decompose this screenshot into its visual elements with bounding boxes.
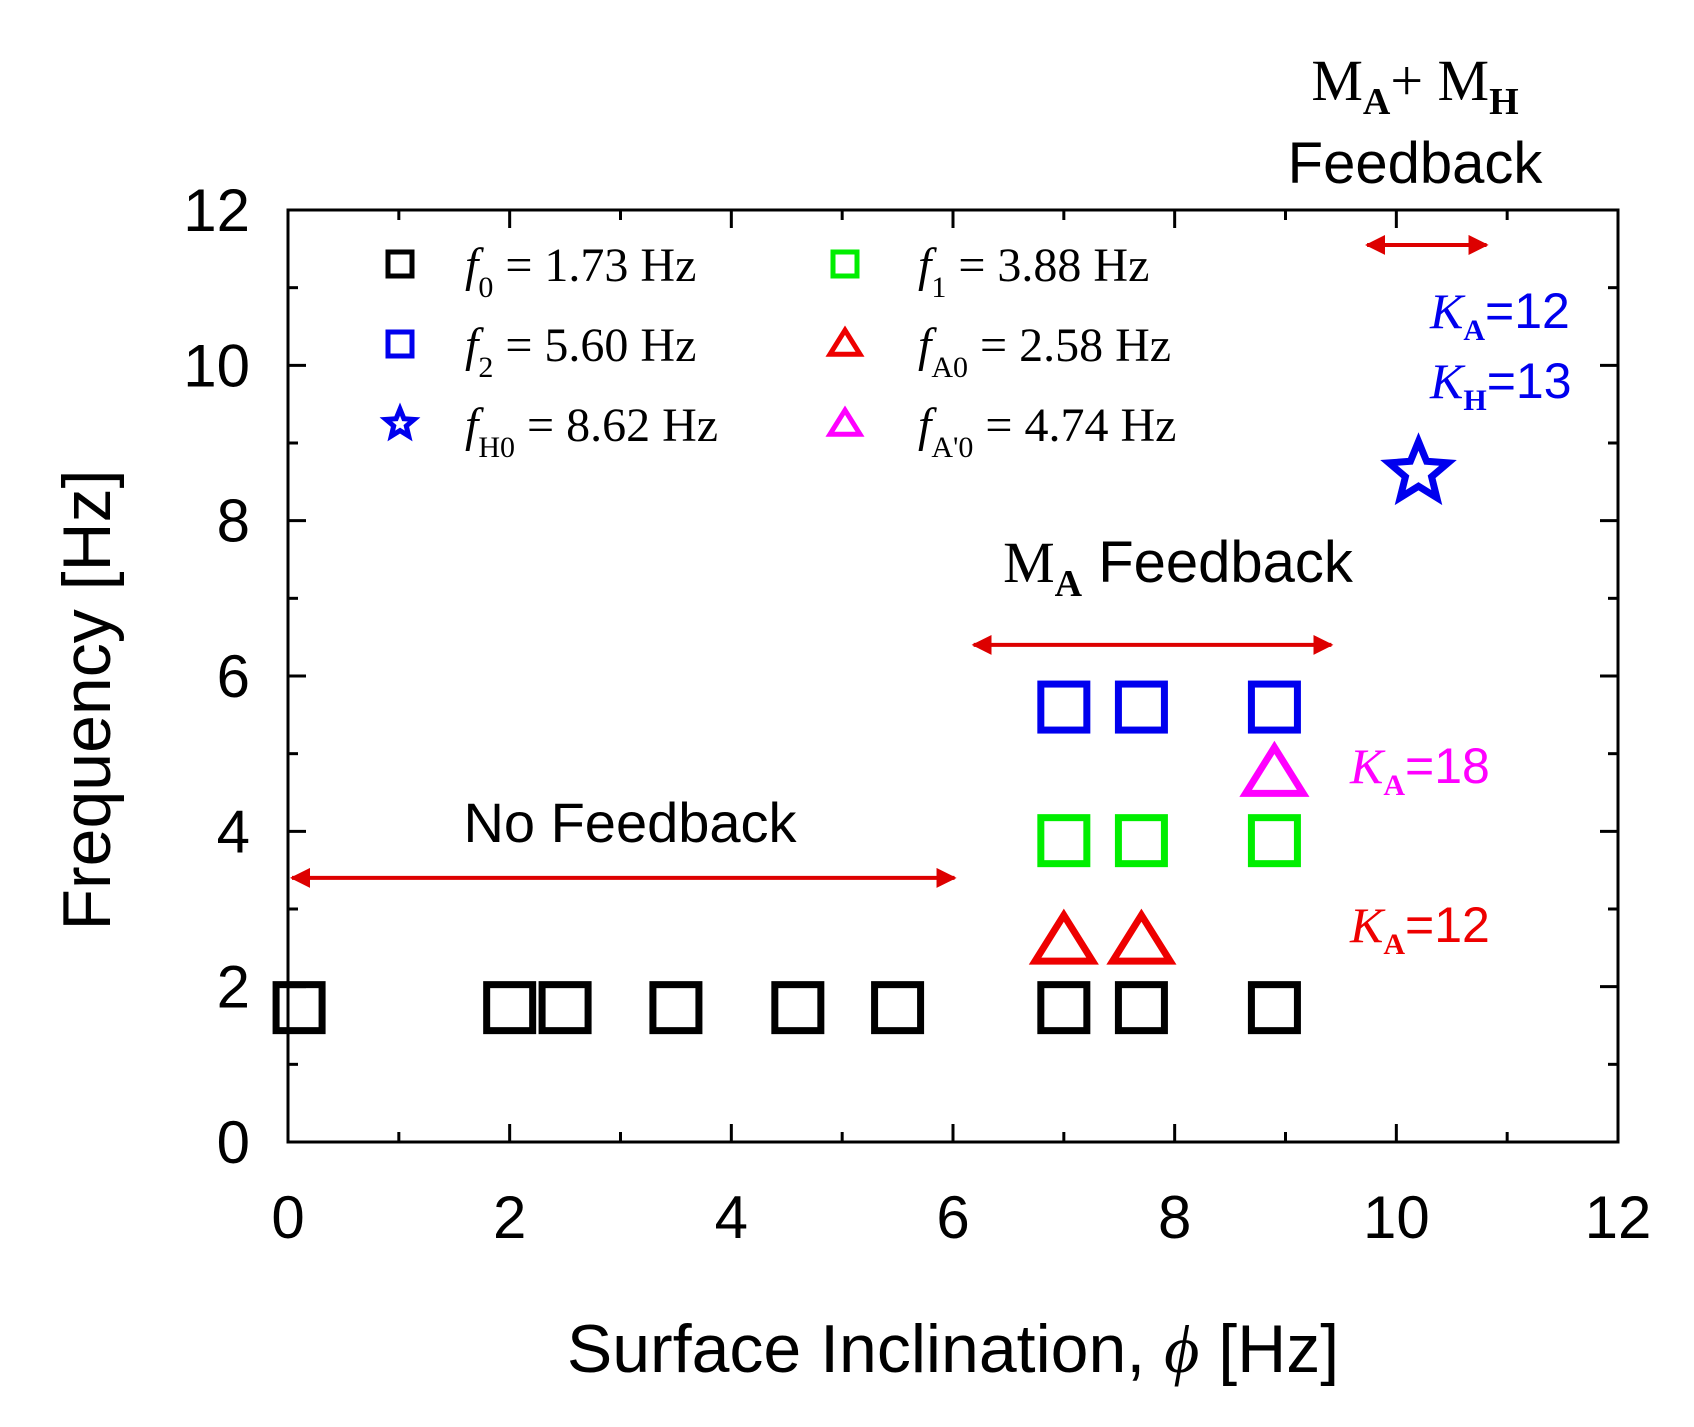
data-point-square (871, 981, 925, 1035)
legend-marker-square (385, 329, 415, 359)
x-axis-title: Surface Inclination, ϕ [Hz] (567, 1311, 1339, 1387)
legend-label: fH0 = 8.62 Hz (465, 399, 718, 464)
legend-marker-triangle (825, 405, 865, 437)
data-point-square (1247, 680, 1301, 734)
ka18-magenta-label: KA=18 (1349, 738, 1490, 802)
mamh-feedback-label-line1: MA+ MH (1311, 48, 1518, 123)
x-tick-labels: 0 2 4 6 8 10 12 (271, 1184, 1651, 1251)
y-tick-label: 10 (183, 332, 250, 399)
data-point-square (1247, 814, 1301, 868)
y-tick-labels: 0 2 4 6 8 10 12 (183, 177, 250, 1176)
mamh-feedback-label-line2: Feedback (1288, 131, 1544, 196)
data-point-square (1114, 680, 1168, 734)
y-tick-label: 2 (217, 954, 250, 1021)
legend-marker-star (379, 402, 421, 442)
legend-label: fA'0 = 4.74 Hz (918, 399, 1176, 464)
data-point-square (538, 981, 592, 1035)
data-point-square (1037, 981, 1091, 1035)
legend-label: f1 = 3.88 Hz (918, 239, 1149, 304)
data-point-square (1114, 814, 1168, 868)
y-tick-label: 8 (217, 488, 250, 555)
legend-label: f2 = 5.60 Hz (465, 319, 696, 384)
data-points (272, 432, 1457, 1035)
data-point-square (649, 981, 703, 1035)
ka12-blue-label: KA=12 (1429, 283, 1570, 347)
no-feedback-label: No Feedback (463, 791, 797, 854)
data-point-square (272, 981, 326, 1035)
legend-marker-square (830, 249, 860, 279)
legend-label: fA0 = 2.58 Hz (918, 319, 1171, 384)
data-point-square (1114, 981, 1168, 1035)
data-point-triangle (1239, 740, 1310, 797)
y-tick-label: 0 (217, 1109, 250, 1176)
data-point-square (1037, 680, 1091, 734)
x-tick-label: 10 (1363, 1184, 1430, 1251)
x-tick-label: 8 (1158, 1184, 1191, 1251)
data-point-square (1247, 981, 1301, 1035)
y-tick-label: 6 (217, 643, 250, 710)
x-tick-label: 6 (936, 1184, 969, 1251)
data-point-triangle (1106, 908, 1177, 965)
kh13-blue-label: KH=13 (1429, 353, 1572, 417)
legend-marker-square (385, 249, 415, 279)
data-point-star (1380, 432, 1457, 506)
y-axis-title: Frequency [Hz] (49, 469, 125, 930)
data-point-square (771, 981, 825, 1035)
data-point-square (483, 981, 537, 1035)
ma-feedback-label: MA Feedback (1003, 530, 1354, 605)
x-tick-label: 2 (493, 1184, 526, 1251)
legend: f0 = 1.73 Hz f1 = 3.88 Hz f2 = 5.60 Hz fA0 … (379, 239, 1176, 464)
ka12-red-label: KA=12 (1349, 897, 1490, 961)
axis-ticks (286, 208, 1620, 1144)
data-point-square (1037, 814, 1091, 868)
y-tick-label: 12 (183, 177, 250, 244)
legend-label: f0 = 1.73 Hz (465, 239, 696, 304)
data-point-triangle (1028, 908, 1099, 965)
legend-marker-triangle (825, 325, 865, 357)
y-tick-label: 4 (217, 798, 250, 865)
x-tick-label: 4 (715, 1184, 748, 1251)
x-tick-label: 0 (271, 1184, 304, 1251)
x-tick-label: 12 (1585, 1184, 1652, 1251)
